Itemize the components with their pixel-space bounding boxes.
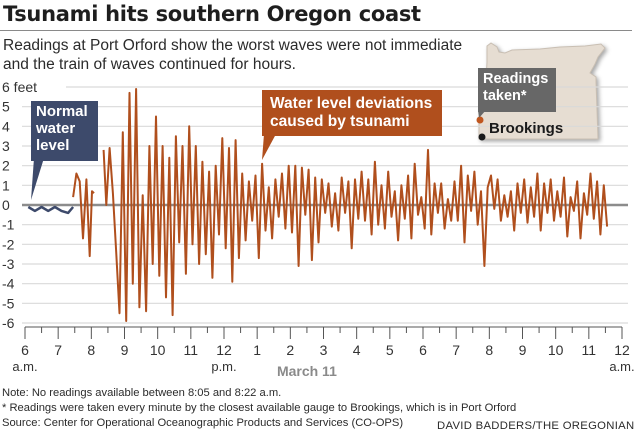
normal-callout-pointer xyxy=(31,158,44,200)
x-tick-label: 7 xyxy=(452,342,460,358)
readings-callout-pointer xyxy=(478,110,486,118)
readings-taken-callout: Readings taken* xyxy=(478,68,556,112)
x-tick-label: 9 xyxy=(121,342,129,358)
x-tick-label: 9 xyxy=(519,342,527,358)
y-tick-label: 5 xyxy=(2,99,10,115)
x-tick-label: 2 xyxy=(286,342,294,358)
tsunami-callout-pointer xyxy=(262,134,276,160)
y-tick-label: 6 feet xyxy=(2,79,37,95)
x-tick-label: 10 xyxy=(150,342,166,358)
y-tick-label: -1 xyxy=(2,217,15,233)
normal-water-level-callout: Normal water level xyxy=(31,101,98,161)
x-tick-sublabel: p.m. xyxy=(211,359,236,374)
y-tick-label: 2 xyxy=(2,158,10,174)
y-tick-label: -5 xyxy=(2,295,15,311)
y-tick-label: 3 xyxy=(2,138,10,154)
x-tick-label: 6 xyxy=(21,342,29,358)
x-tick-label: 4 xyxy=(353,342,361,358)
tsunami-deviation-callout: Water level deviations caused by tsunami xyxy=(262,90,442,136)
note-source: Source: Center for Operational Oceanogra… xyxy=(2,417,404,429)
x-tick-label: 3 xyxy=(320,342,328,358)
credit-line: DAVID BADDERS/THE OREGONIAN xyxy=(437,420,635,432)
tsunami-series-line xyxy=(72,172,95,258)
note-missing-readings: Note: No readings available between 8:05… xyxy=(2,387,282,399)
y-tick-label: 1 xyxy=(2,177,10,193)
normal-series-line xyxy=(27,205,75,215)
x-tick-label: 11 xyxy=(582,342,597,358)
y-tick-label: -6 xyxy=(2,315,15,331)
brookings-label: Brookings xyxy=(489,120,564,137)
y-tick-label: -3 xyxy=(2,256,15,272)
x-tick-label: 1 xyxy=(253,342,261,358)
footnotes: Note: No readings available between 8:05… xyxy=(2,386,516,431)
title-divider xyxy=(0,30,632,31)
page-title: Tsunami hits southern Oregon coast xyxy=(3,2,421,26)
brookings-location-dot xyxy=(478,133,486,141)
readings-location-dot xyxy=(476,116,484,124)
x-axis-date-label: March 11 xyxy=(277,363,337,379)
x-tick-label: 6 xyxy=(419,342,427,358)
y-tick-label: -4 xyxy=(2,276,15,292)
x-tick-label: 7 xyxy=(54,342,62,358)
y-tick-label: -2 xyxy=(2,236,15,252)
subtitle: Readings at Port Orford show the worst w… xyxy=(3,37,463,73)
x-tick-label: 8 xyxy=(485,342,493,358)
x-tick-sublabel: a.m. xyxy=(12,359,37,374)
y-tick-label: 4 xyxy=(2,118,10,134)
x-tick-sublabel: a.m. xyxy=(609,359,634,374)
x-tick-label: 12 xyxy=(216,342,232,358)
x-tick-label: 10 xyxy=(548,342,564,358)
tsunami-series-line xyxy=(102,88,609,322)
y-tick-label: 0 xyxy=(2,197,10,213)
note-gauge: * Readings were taken every minute by th… xyxy=(2,402,517,414)
x-tick-label: 5 xyxy=(386,342,394,358)
x-tick-label: 11 xyxy=(184,342,199,358)
x-tick-label: 8 xyxy=(87,342,95,358)
x-tick-label: 12 xyxy=(614,342,630,358)
